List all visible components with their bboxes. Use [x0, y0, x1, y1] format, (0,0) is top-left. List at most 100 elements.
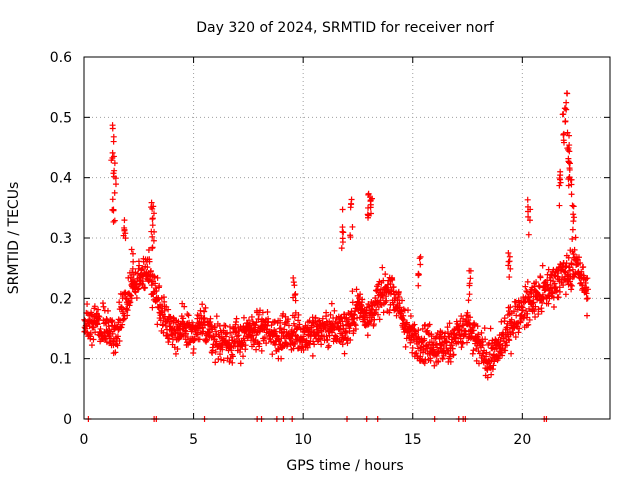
data-point — [429, 342, 436, 349]
data-point — [411, 321, 418, 328]
data-point — [327, 311, 334, 318]
data-point — [565, 155, 572, 162]
data-point — [351, 321, 358, 328]
data-point — [568, 191, 575, 198]
data-point — [116, 299, 123, 306]
data-point — [446, 320, 453, 327]
data-point — [506, 337, 513, 344]
data-point — [96, 313, 103, 320]
data-point — [162, 322, 169, 329]
data-point — [200, 328, 207, 335]
data-point — [212, 359, 219, 366]
data-point — [240, 353, 247, 360]
data-point — [290, 329, 297, 336]
x-tick-label: 15 — [404, 432, 422, 448]
data-point — [165, 339, 172, 346]
data-point — [110, 170, 117, 177]
data-point — [241, 337, 248, 344]
data-point — [512, 299, 519, 306]
data-point — [299, 343, 306, 350]
data-point — [211, 324, 218, 331]
data-point — [450, 351, 457, 358]
data-point — [425, 330, 432, 337]
data-point — [503, 342, 510, 349]
data-point — [311, 341, 318, 348]
data-point — [550, 304, 557, 311]
data-point — [111, 160, 118, 167]
data-point — [86, 323, 93, 330]
data-point — [439, 355, 446, 362]
data-point — [379, 264, 386, 271]
data-point — [148, 282, 155, 289]
data-point — [207, 315, 214, 322]
data-point — [292, 297, 299, 304]
data-point — [556, 202, 563, 209]
data-point — [569, 202, 576, 209]
data-point — [109, 319, 116, 326]
data-point — [570, 218, 577, 225]
data-point — [144, 264, 151, 271]
data-point — [551, 272, 558, 279]
data-point — [460, 322, 467, 329]
data-point — [296, 321, 303, 328]
data-point — [109, 206, 116, 213]
data-point — [469, 350, 476, 357]
data-point — [339, 341, 346, 348]
data-point — [566, 148, 573, 155]
data-point — [253, 346, 260, 353]
data-point — [263, 340, 270, 347]
data-point — [349, 288, 356, 295]
data-point — [462, 331, 469, 338]
data-point — [442, 330, 449, 337]
data-point — [347, 234, 354, 241]
data-point — [559, 111, 566, 118]
data-point — [127, 292, 134, 299]
data-point — [532, 303, 539, 310]
data-point — [248, 313, 255, 320]
data-point — [112, 349, 119, 356]
data-point — [338, 245, 345, 252]
data-point — [347, 204, 354, 211]
data-point — [374, 311, 381, 318]
data-point — [435, 358, 442, 365]
data-point — [180, 315, 187, 322]
data-point — [565, 254, 572, 261]
data-point — [356, 314, 363, 321]
data-point — [202, 304, 209, 311]
data-point — [556, 182, 563, 189]
data-point — [84, 301, 91, 308]
y-tick-label: 0.4 — [50, 171, 72, 187]
x-axis-label: GPS time / hours — [286, 458, 403, 474]
data-point — [566, 160, 573, 167]
data-point — [478, 329, 485, 336]
data-point — [583, 295, 590, 302]
data-point — [373, 306, 380, 313]
data-point — [465, 297, 472, 304]
data-point — [359, 296, 366, 303]
data-point — [226, 358, 233, 365]
data-point — [258, 347, 265, 354]
data-point — [105, 323, 112, 330]
data-point — [152, 280, 159, 287]
data-point — [535, 282, 542, 289]
data-point — [201, 322, 208, 329]
data-point — [127, 299, 134, 306]
data-point — [229, 359, 236, 366]
data-point — [508, 316, 515, 323]
data-point — [376, 316, 383, 323]
data-point — [584, 275, 591, 282]
data-point — [295, 317, 302, 324]
y-tick-label: 0 — [63, 412, 72, 428]
data-point — [341, 350, 348, 357]
data-point — [449, 345, 456, 352]
data-point — [197, 307, 204, 314]
data-point — [156, 282, 163, 289]
data-point — [104, 307, 111, 314]
data-point — [584, 286, 591, 293]
data-point — [291, 282, 298, 289]
data-point — [142, 284, 149, 291]
data-point — [233, 315, 240, 322]
data-point — [213, 313, 220, 320]
data-point — [402, 343, 409, 350]
data-point — [121, 226, 128, 233]
